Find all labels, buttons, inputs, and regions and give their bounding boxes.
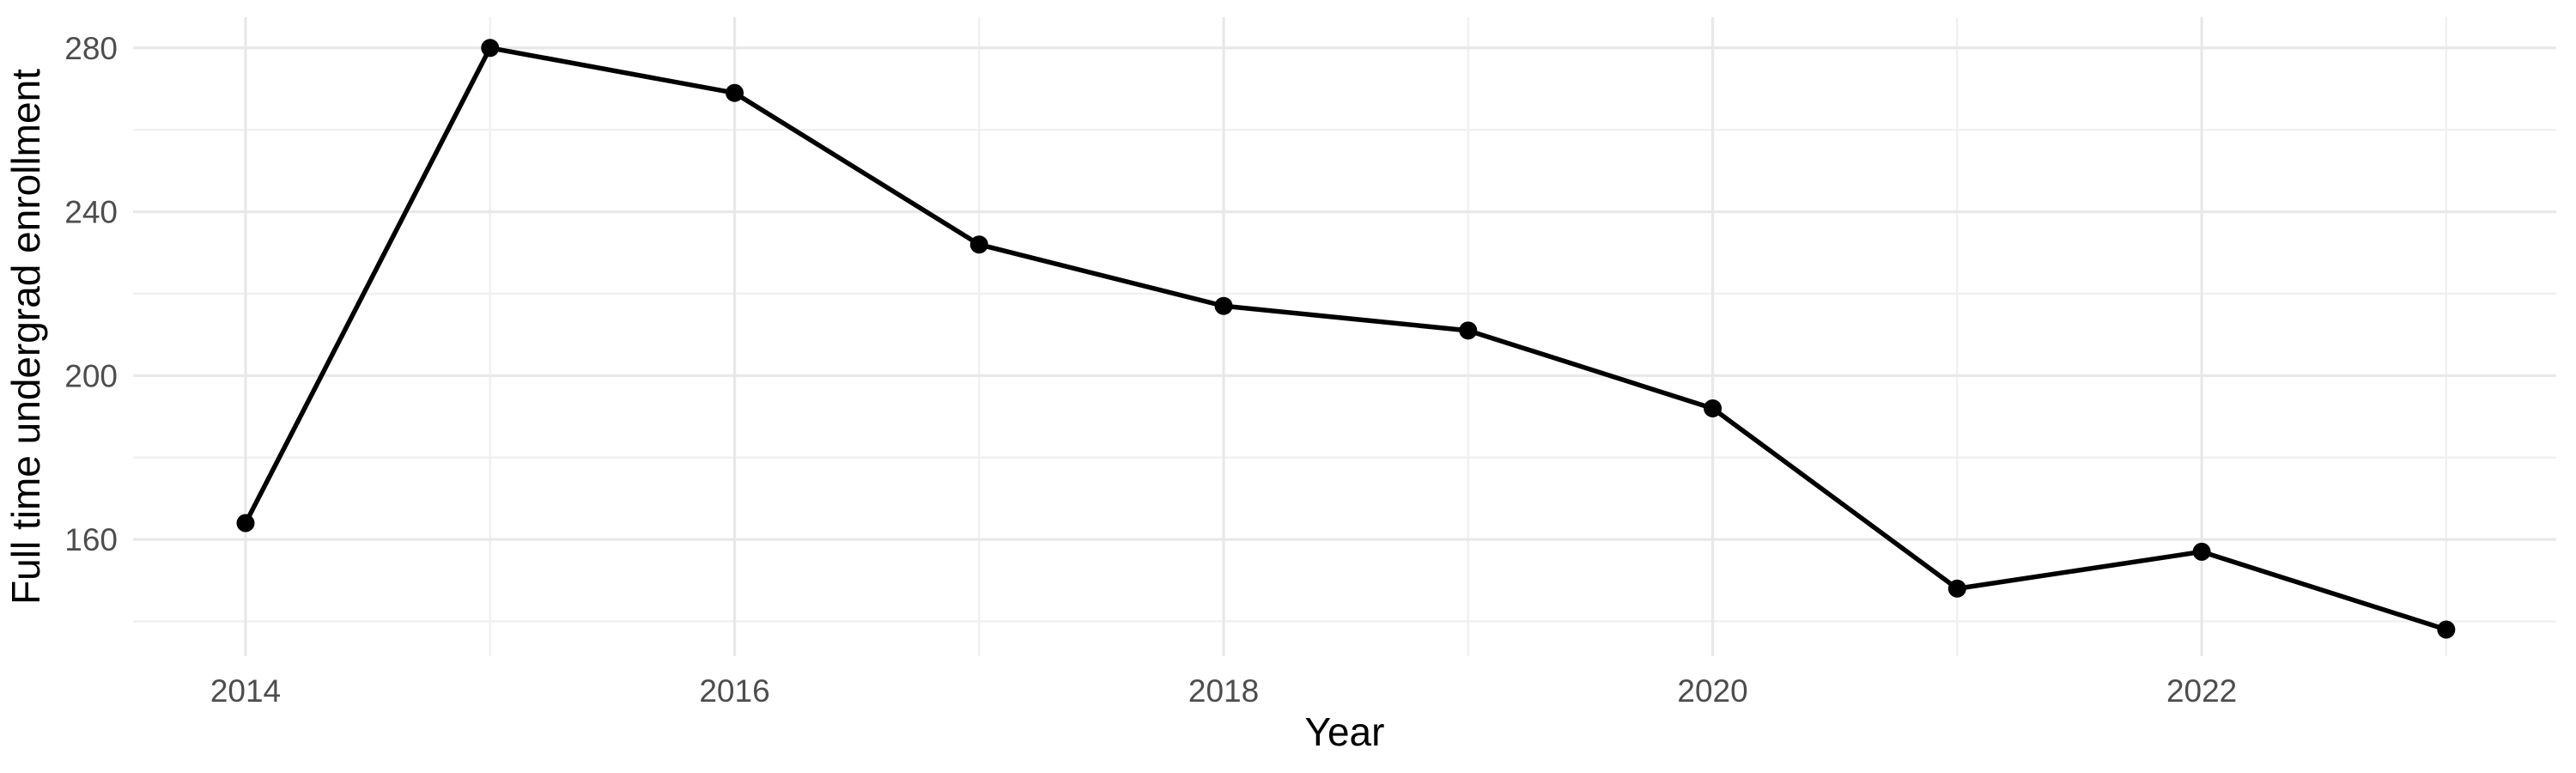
- data-point-2023: [2437, 620, 2456, 639]
- x-tick-label-2014: 2014: [210, 673, 281, 709]
- y-tick-label-200: 200: [64, 358, 118, 393]
- y-tick-label-280: 280: [64, 31, 118, 66]
- x-axis-tick-labels: 2014 2016 2018 2020 2022: [210, 673, 2237, 709]
- y-tick-label-240: 240: [64, 195, 118, 230]
- data-point-2014: [236, 514, 255, 533]
- data-point-2017: [969, 235, 988, 254]
- data-point-2018: [1214, 296, 1233, 315]
- x-tick-label-2022: 2022: [2166, 673, 2237, 709]
- enrollment-line: [243, 46, 2447, 632]
- x-axis-title: Year: [1305, 709, 1385, 754]
- y-axis-tick-labels: 160 200 240 280: [64, 31, 118, 557]
- data-series: [236, 39, 2456, 639]
- data-point-2016: [726, 83, 744, 102]
- grid-minor-lines: [133, 17, 2556, 656]
- data-point-2015: [481, 39, 500, 58]
- data-point-2022: [2192, 542, 2211, 561]
- data-point-2020: [1704, 399, 1722, 417]
- data-point-2021: [1947, 579, 1966, 598]
- grid-major-lines: [133, 17, 2556, 656]
- y-tick-label-160: 160: [64, 522, 118, 557]
- x-tick-label-2016: 2016: [699, 673, 769, 709]
- data-point-2019: [1459, 321, 1478, 340]
- x-tick-label-2020: 2020: [1677, 673, 1747, 709]
- x-tick-label-2018: 2018: [1188, 673, 1259, 709]
- y-axis-title: Full time undergrad enrollment: [3, 69, 48, 605]
